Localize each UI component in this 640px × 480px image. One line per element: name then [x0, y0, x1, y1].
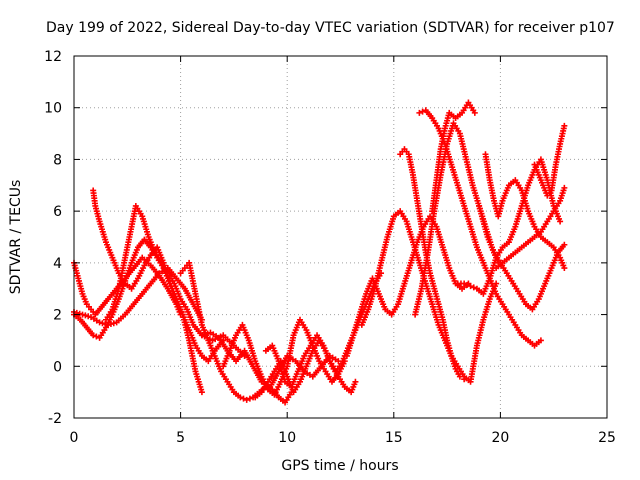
data-point [352, 378, 359, 385]
y-tick-label: 6 [53, 204, 62, 220]
chart-title: Day 199 of 2022, Sidereal Day-to-day VTE… [46, 20, 615, 36]
plot-frame [73, 55, 608, 419]
data-point [456, 373, 463, 380]
y-tick-label: 12 [44, 49, 62, 65]
series-trace-19 [482, 151, 568, 272]
x-tick-label: 10 [278, 430, 296, 446]
y-tick-label: 0 [53, 359, 62, 375]
data-point [561, 122, 568, 129]
series-trace-6 [177, 259, 295, 406]
x-tick-label: 0 [70, 430, 79, 446]
axis-ticks: 0 5 10 15 20 25 -2 0 2 4 6 8 10 12 [44, 49, 616, 446]
data-point [464, 281, 471, 288]
data-point [204, 330, 211, 337]
data-point [93, 333, 100, 340]
data-point [240, 395, 247, 402]
data-point [237, 394, 244, 401]
data-point [85, 313, 92, 320]
series-trace-4 [102, 202, 248, 359]
x-tick-label: 5 [176, 430, 185, 446]
series-trace-18 [476, 202, 568, 313]
data-point [201, 331, 208, 338]
data-point [557, 218, 564, 225]
data-point [461, 376, 468, 383]
data-point [76, 310, 83, 317]
x-tick-label: 20 [491, 430, 509, 446]
data-point [107, 321, 114, 328]
y-tick-label: 4 [53, 256, 62, 272]
data-point [470, 284, 477, 291]
data-point [243, 396, 250, 403]
x-tick-label: 15 [385, 430, 403, 446]
y-tick-label: 2 [53, 308, 62, 324]
data-point [561, 265, 568, 272]
data-point [82, 312, 89, 319]
data-point [467, 283, 474, 290]
x-tick-label: 25 [598, 430, 616, 446]
x-axis-label: GPS time / hours [281, 458, 398, 474]
data-point [198, 389, 205, 396]
y-tick-label: 8 [53, 152, 62, 168]
data-point [198, 332, 205, 339]
data-point [537, 337, 544, 344]
data-point [246, 395, 253, 402]
data-point [96, 319, 103, 326]
series-trace-20 [493, 184, 568, 272]
data-point [110, 320, 117, 327]
data-point [105, 321, 112, 328]
data-point [416, 109, 423, 116]
data-point [461, 280, 468, 287]
y-tick-label: 10 [44, 101, 62, 117]
data-points [71, 99, 568, 406]
data-point [102, 321, 109, 328]
data-point [79, 311, 86, 318]
data-point [90, 332, 97, 339]
y-axis-label: SDTVAR / TECUs [8, 180, 24, 295]
data-point [561, 241, 568, 248]
data-point [561, 184, 568, 191]
data-point [471, 109, 478, 116]
y-tick-label: -2 [48, 411, 62, 427]
data-point [99, 320, 106, 327]
series-trace-21 [531, 122, 568, 199]
